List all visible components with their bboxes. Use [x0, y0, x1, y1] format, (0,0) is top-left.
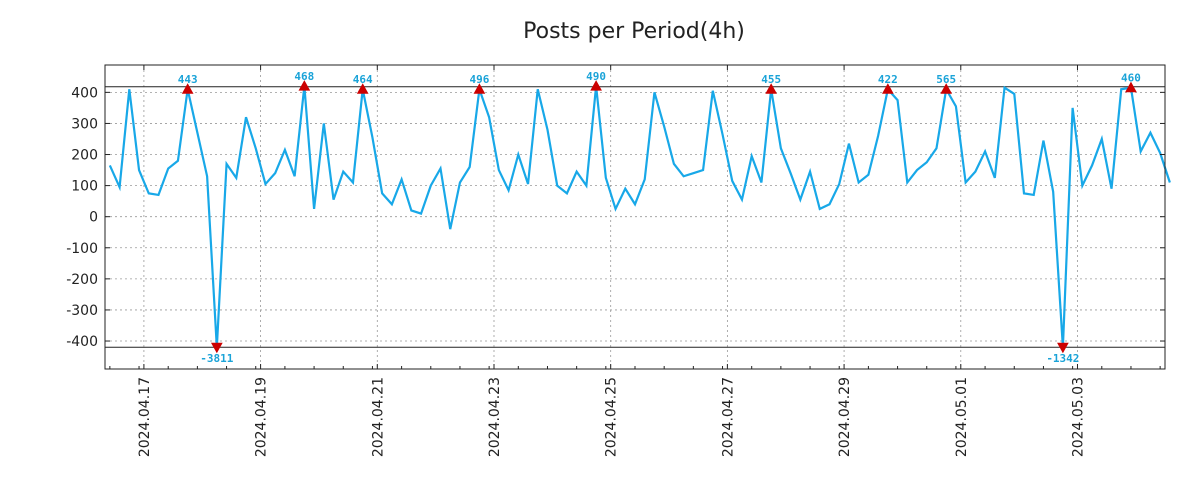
series-line	[108, 85, 1171, 348]
max-annotation: 460	[1121, 72, 1141, 85]
max-marker	[765, 83, 777, 94]
x-tick-label: 2024.04.25	[604, 377, 620, 457]
grid-lines	[105, 65, 1165, 369]
chart-title: Posts per Period(4h)	[523, 19, 745, 44]
y-tick-label: 0	[89, 210, 98, 226]
y-axis-tick-labels: 400 300 200 100 0 -100 -200 -300 -400	[66, 85, 98, 350]
max-annotation: 468	[294, 70, 314, 83]
max-annotation: 496	[469, 73, 489, 86]
max-marker	[181, 83, 194, 94]
y-tick-label: 100	[71, 179, 98, 195]
x-tick-label: 2024.04.29	[837, 377, 853, 457]
series-lines	[108, 85, 1171, 348]
max-marker	[940, 83, 953, 94]
max-marker	[881, 83, 894, 94]
y-tick-label: 200	[71, 148, 98, 164]
max-marker	[473, 83, 486, 94]
max-annotation: 464	[353, 73, 373, 86]
max-marker	[356, 83, 369, 94]
min-marker	[1057, 342, 1069, 354]
x-tick-label: 2024.04.23	[487, 377, 503, 457]
x-tick-label: 2024.04.19	[254, 377, 270, 457]
x-tick-label: 2024.05.01	[954, 377, 970, 457]
max-annotation: 443	[178, 73, 198, 86]
x-tick-label: 2024.05.03	[1070, 377, 1086, 457]
reference-lines	[105, 86, 1165, 348]
peak-markers	[181, 80, 1137, 354]
max-marker	[1125, 81, 1137, 93]
max-marker	[298, 80, 311, 91]
x-tick-label: 2024.04.17	[137, 377, 153, 457]
x-axis-tick-labels: 2024.04.17 2024.04.19 2024.04.21 2024.04.23…	[137, 377, 1087, 457]
y-tick-label: -400	[66, 334, 98, 350]
y-tick-label: -300	[66, 303, 98, 319]
peak-annotations: 443 468 464 496 490 455 422 565 460 -3811 -1342	[178, 70, 1141, 365]
max-annotation: 490	[586, 70, 606, 83]
min-annotation: -1342	[1046, 352, 1079, 365]
min-marker	[210, 342, 223, 354]
max-annotation: 455	[761, 73, 781, 86]
x-tick-label: 2024.04.21	[370, 377, 386, 457]
y-tick-label: -200	[66, 272, 98, 288]
max-annotation: 422	[878, 73, 898, 86]
y-tick-label: -100	[66, 241, 98, 257]
y-tick-label: 300	[71, 116, 98, 132]
x-tick-label: 2024.04.27	[720, 377, 736, 457]
max-annotation: 565	[936, 73, 956, 86]
axis-ticks	[105, 65, 1165, 369]
y-tick-label: 400	[71, 85, 98, 101]
min-annotation: -3811	[200, 352, 233, 365]
max-marker	[590, 80, 602, 91]
